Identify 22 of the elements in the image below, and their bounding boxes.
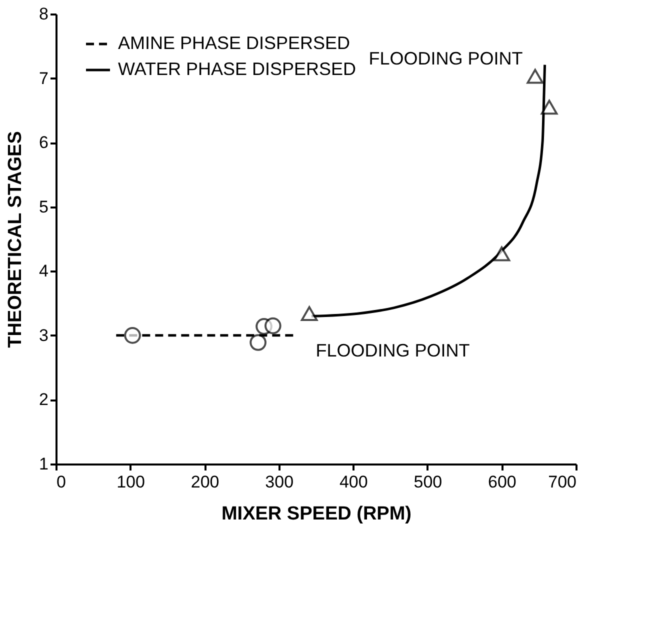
- x-tick-label: 0: [56, 472, 66, 492]
- x-tick-label: 200: [190, 472, 220, 492]
- x-tick-label: 100: [116, 472, 145, 492]
- y-tick-label: 3: [39, 326, 48, 345]
- legend-label: AMINE PHASE DISPERSED: [118, 33, 350, 53]
- x-axis-title: MIXER SPEED (RPM): [221, 504, 412, 524]
- annotation: FLOODING POINT: [368, 48, 523, 68]
- y-tick-label: 5: [39, 197, 48, 216]
- annotation: FLOODING POINT: [316, 340, 470, 360]
- legend-label: WATER PHASE DISPERSED: [118, 59, 356, 79]
- x-tick-label: 400: [339, 472, 368, 492]
- x-tick-label: 500: [414, 472, 442, 492]
- y-tick-label: 2: [39, 390, 48, 410]
- y-tick-label: 7: [39, 68, 48, 88]
- y-axis-title: THEORETICAL STAGES: [5, 131, 26, 348]
- y-tick-label: 6: [39, 133, 48, 152]
- y-tick-label: 8: [39, 4, 48, 24]
- x-tick-label: 600: [488, 472, 516, 492]
- y-tick-label: 4: [39, 262, 48, 281]
- x-tick-label: 700: [548, 472, 576, 492]
- x-tick-label: 300: [265, 472, 294, 492]
- y-tick-label: 1: [39, 454, 48, 474]
